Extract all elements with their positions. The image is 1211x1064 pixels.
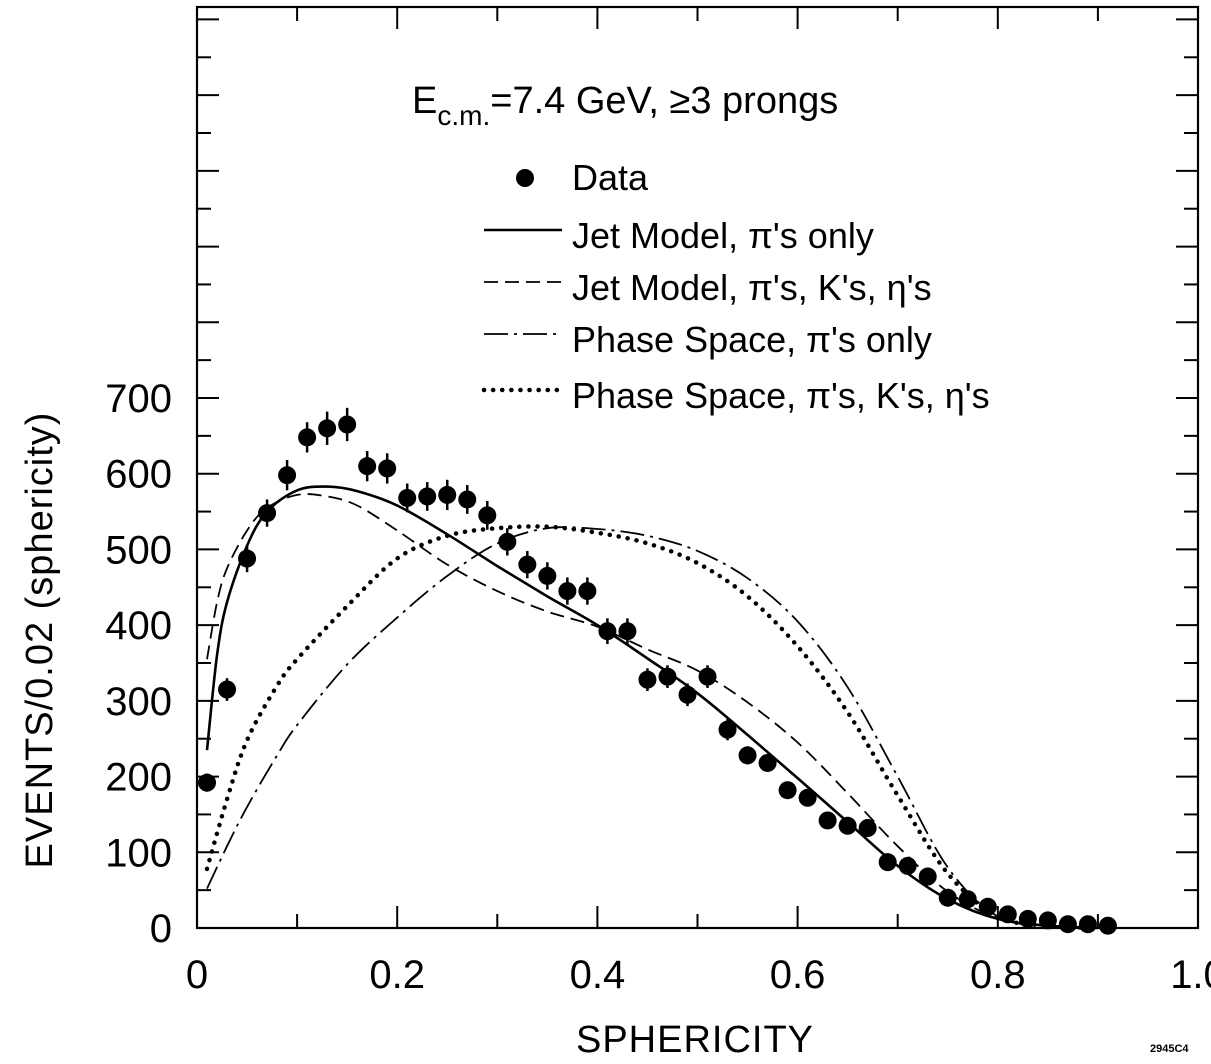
legend-label: Jet Model, π's, K's, η's [572,267,932,308]
y-tick-label: 300 [105,680,172,724]
data-point [398,488,417,507]
data-point [438,485,457,504]
y-tick-label: 500 [105,528,172,572]
y-tick-label: 600 [105,453,172,497]
data-point [558,582,577,601]
x-tick-label: 1.0 [1170,953,1211,997]
x-tick-label: 0.2 [369,953,425,997]
data-point [518,555,537,574]
data-point [298,428,317,447]
data-point [198,773,217,792]
curve-dotted [204,524,1101,931]
data-point [998,905,1017,924]
x-tick-label: 0.4 [570,953,626,997]
y-tick-label: 100 [105,831,172,875]
x-tick-labels: 0 0.2 0.4 0.6 0.8 1.0 [186,953,1211,997]
data-point [218,680,237,699]
data-point [1018,909,1037,928]
x-axis-title: SPHERICITY [576,1019,814,1061]
data-point [238,549,257,568]
data-point [578,582,597,601]
data-point [378,459,397,478]
data-point [338,415,357,434]
data-point [758,753,777,772]
data-point [1098,916,1117,935]
x-tick-label: 0.8 [970,953,1026,997]
data-point [1078,915,1097,934]
data-point [778,781,797,800]
y-tick-label: 0 [150,907,172,951]
data-point [498,532,517,551]
legend-label: Jet Model, π's only [572,215,874,256]
curve-solid [205,485,1098,930]
legend-marker-points [516,169,534,187]
chart-title-sub: c.m. [437,100,490,131]
data-points [198,407,1117,935]
legend-label: Data [572,157,649,198]
data-point [958,890,977,909]
figure-id: 2945C4 [1150,1043,1189,1055]
data-point [1038,911,1057,930]
plot-frame [195,5,1200,930]
data-point [898,856,917,875]
y-tick-label: 400 [105,604,172,648]
data-point [818,811,837,830]
data-point [1058,915,1077,934]
axis-ticks [196,7,1199,929]
data-point [738,746,757,765]
model-curves [204,485,1101,931]
data-point [678,685,697,704]
data-point [938,888,957,907]
chart-title: Ec.m.=7.4 GeV, ≥3 prongs [412,80,838,131]
data-point [418,487,437,506]
data-point [258,504,277,523]
data-point [358,457,377,476]
y-axis-title: EVENTS/0.02 (sphericity) [19,412,61,869]
curve-dash-dot [206,526,1098,929]
x-tick-label: 0 [186,953,208,997]
data-point [658,667,677,686]
data-point [318,419,337,438]
data-point [478,506,497,525]
chart-title-rest: =7.4 GeV, ≥3 prongs [490,80,838,122]
data-point [638,670,657,689]
legend-label: Phase Space, π's only [572,319,932,360]
data-point [858,819,877,838]
legend: Data Jet Model, π's only Jet Model, π's, K… [481,157,990,416]
data-point [918,867,937,886]
data-point [538,566,557,585]
data-point [458,490,477,509]
y-tick-label: 700 [105,377,172,421]
data-point [798,788,817,807]
data-point [698,667,717,686]
data-point [278,466,297,485]
data-point [598,622,617,641]
data-point [718,720,737,739]
data-point [618,622,637,641]
y-tick-label: 200 [105,756,172,800]
data-point [978,897,997,916]
data-point [878,853,897,872]
y-tick-labels: 0 100 200 300 400 500 600 700 [105,377,172,951]
legend-label: Phase Space, π's, K's, η's [572,375,990,416]
curve-dashed [206,493,1098,929]
chart-title-main: E [412,80,437,122]
x-tick-label: 0.6 [770,953,826,997]
data-point [838,816,857,835]
